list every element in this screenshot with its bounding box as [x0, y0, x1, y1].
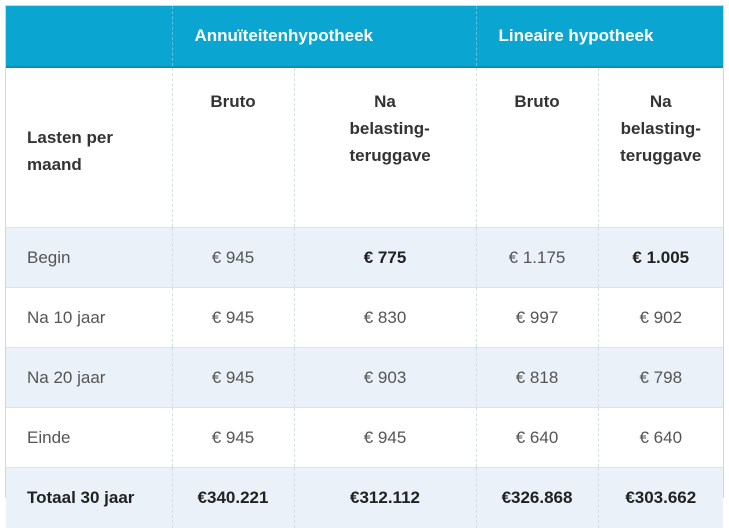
cell-annuity-net: € 903: [294, 348, 476, 408]
cell-annuity-gross: € 945: [172, 408, 294, 468]
column-header-linear-gross: Bruto: [476, 67, 598, 228]
group-header-annuity: Annuïteitenhypotheek: [172, 6, 476, 67]
group-header-empty: [6, 6, 172, 67]
cell-annuity-net: € 775: [294, 228, 476, 288]
row-label: Na 20 jaar: [6, 348, 172, 408]
column-header-annuity-net: Na belasting-teruggave: [294, 67, 476, 228]
table-row: Na 10 jaar € 945 € 830 € 997 € 902: [6, 288, 723, 348]
table-row: Begin € 945 € 775 € 1.175 € 1.005: [6, 228, 723, 288]
row-header-label: Lasten per maand: [6, 67, 172, 228]
column-header-row: Lasten per maand Bruto Na belasting-teru…: [6, 67, 723, 228]
mortgage-comparison-table-frame: Annuïteitenhypotheek Lineaire hypotheek …: [5, 5, 724, 498]
row-label: Einde: [6, 408, 172, 468]
cell-annuity-net: € 830: [294, 288, 476, 348]
cell-annuity-gross: € 945: [172, 288, 294, 348]
total-annuity-net: €312.112: [294, 468, 476, 528]
cell-linear-gross: € 1.175: [476, 228, 598, 288]
cell-linear-gross: € 640: [476, 408, 598, 468]
column-header-linear-net: Na belasting-teruggave: [598, 67, 723, 228]
cell-linear-net: € 798: [598, 348, 723, 408]
group-header-linear: Lineaire hypotheek: [476, 6, 723, 67]
cell-linear-net: € 1.005: [598, 228, 723, 288]
total-annuity-gross: €340.221: [172, 468, 294, 528]
total-label: Totaal 30 jaar: [6, 468, 172, 528]
cell-linear-gross: € 997: [476, 288, 598, 348]
total-row: Totaal 30 jaar €340.221 €312.112 €326.86…: [6, 468, 723, 528]
cell-annuity-gross: € 945: [172, 228, 294, 288]
cell-annuity-gross: € 945: [172, 348, 294, 408]
table-row: Na 20 jaar € 945 € 903 € 818 € 798: [6, 348, 723, 408]
cell-linear-net: € 902: [598, 288, 723, 348]
cell-linear-net: € 640: [598, 408, 723, 468]
mortgage-comparison-table: Annuïteitenhypotheek Lineaire hypotheek …: [6, 6, 723, 528]
cell-annuity-net: € 945: [294, 408, 476, 468]
table-row: Einde € 945 € 945 € 640 € 640: [6, 408, 723, 468]
total-linear-gross: €326.868: [476, 468, 598, 528]
cell-linear-gross: € 818: [476, 348, 598, 408]
total-linear-net: €303.662: [598, 468, 723, 528]
column-header-annuity-gross: Bruto: [172, 67, 294, 228]
row-label: Na 10 jaar: [6, 288, 172, 348]
row-label: Begin: [6, 228, 172, 288]
group-header-row: Annuïteitenhypotheek Lineaire hypotheek: [6, 6, 723, 67]
